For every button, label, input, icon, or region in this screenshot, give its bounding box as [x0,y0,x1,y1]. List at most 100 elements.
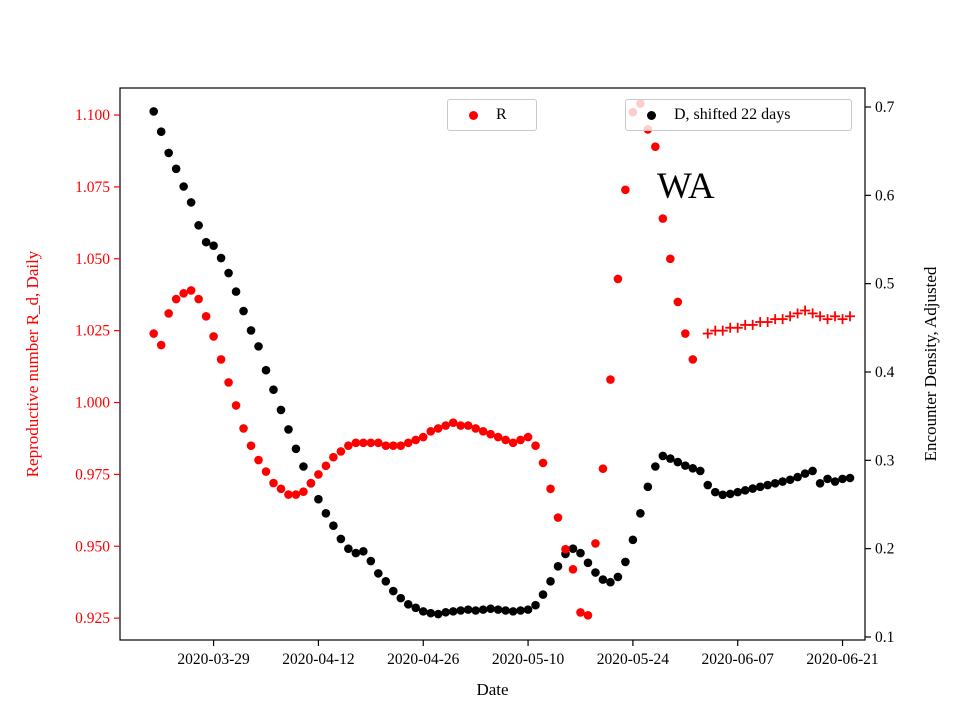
data-point [531,441,540,450]
y-tick-label-right: 0.6 [875,187,895,204]
data-point [276,405,286,415]
data-point [403,438,413,448]
y-axis-label-left: Reproductive number R_d, Daily [23,250,42,478]
data-point [216,355,226,364]
data-point [538,590,548,599]
data-point [381,441,391,450]
data-point [651,462,660,471]
data-point [209,332,218,341]
data-point [433,609,443,619]
data-point [299,462,308,471]
data-point [411,435,421,445]
data-point [628,535,638,545]
data-point [164,148,173,158]
data-point [374,438,383,448]
x-tick-label: 2020-03-29 [177,651,250,668]
data-point [471,606,480,615]
data-point [845,473,855,483]
series-d-shifted-22-days [149,107,855,619]
data-point [321,509,331,518]
data-point [306,478,316,488]
data-point [733,487,743,497]
data-point [770,478,780,488]
data-point [778,477,787,486]
data-point [344,441,353,450]
data-point [231,401,241,410]
x-tick-label: 2020-04-12 [282,651,354,668]
data-point [156,127,166,137]
data-point [463,421,473,430]
data-point [591,539,600,548]
data-point [613,274,623,284]
data-point [336,534,346,544]
x-tick-label: 2020-04-26 [387,651,460,668]
data-point [231,287,241,296]
data-point [269,385,278,394]
data-point [673,457,683,467]
data-point [164,309,173,318]
y-tick-label-right: 0.2 [875,541,894,558]
data-point [523,432,533,442]
data-point [523,605,533,614]
data-point [598,575,608,584]
data-point [179,288,188,298]
legend-d-label: D, shifted 22 days [674,106,791,123]
y-tick-label-left: 1.025 [75,323,110,340]
data-point [478,605,488,614]
state-annotation: WA [657,166,715,207]
data-point [546,577,555,586]
data-point [284,490,293,499]
legend-d-marker-box [638,110,664,120]
data-point [171,294,181,304]
data-point [546,484,555,494]
y-tick-label-left: 1.100 [75,107,110,124]
data-point [568,564,578,574]
data-point [351,438,361,448]
data-point [681,461,690,470]
x-tick-label: 2020-05-10 [492,651,565,668]
data-point [433,424,443,433]
data-point [643,482,653,492]
data-point [351,548,361,558]
data-point [553,562,563,571]
data-point [418,432,428,442]
legend-d: D, shifted 22 days [625,99,852,131]
data-point [748,484,757,493]
data-point [658,214,668,223]
data-point [501,606,510,615]
data-point [673,297,683,307]
legend-r-marker-box [460,110,486,120]
data-point [800,469,810,478]
data-point [508,438,518,448]
series-r [149,99,698,620]
y-tick-label-right: 0.5 [875,276,895,293]
data-point [224,268,233,278]
legend-r-label: R [496,106,507,123]
data-point [261,467,271,476]
data-point [186,286,196,295]
data-point [418,607,428,616]
data-point [209,241,218,250]
data-point [201,237,211,247]
data-point [666,454,675,463]
data-point [613,572,623,582]
data-point [171,164,181,174]
data-point [688,355,698,364]
data-point [681,329,690,338]
data-point [426,426,436,436]
data-point [254,455,263,465]
data-point [725,489,735,499]
x-tick-label: 2020-06-07 [702,651,775,668]
data-point [381,577,391,586]
data-point [576,548,585,558]
data-point [621,557,630,567]
data-point [246,441,256,450]
data-point [606,375,615,384]
data-point [516,606,525,615]
data-point [478,426,488,436]
data-point [216,253,226,263]
data-point [583,558,593,568]
data-point [291,444,301,454]
data-point [785,475,795,485]
